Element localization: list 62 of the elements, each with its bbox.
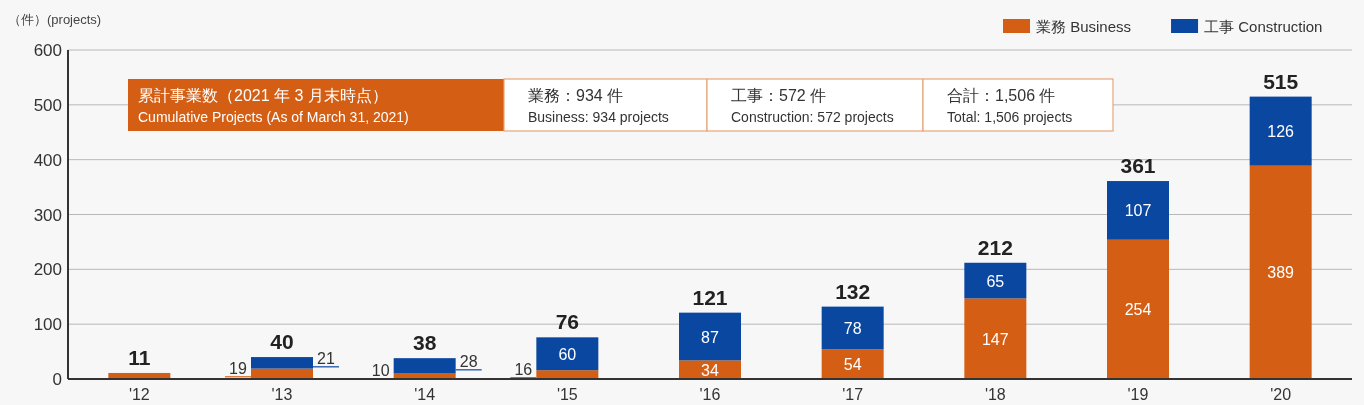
y-tick-label: 400 xyxy=(33,150,62,170)
x-tick-label: '13 xyxy=(271,386,293,403)
data-label: 389 xyxy=(1267,264,1295,282)
bar xyxy=(679,312,741,361)
y-tick-label: 0 xyxy=(52,370,62,389)
x-tick-label: '19 xyxy=(1127,386,1149,403)
x-tick-label: '17 xyxy=(842,386,864,403)
bar xyxy=(964,298,1027,379)
annotation: Business: 934 projects xyxy=(528,109,669,125)
x-tick-label: '15 xyxy=(556,386,578,403)
x-tick-label: '14 xyxy=(414,386,436,403)
data-label: 126 xyxy=(1267,123,1295,141)
annotation: Construction: 572 projects xyxy=(731,109,894,125)
data-label: 28 xyxy=(459,352,478,370)
data-label: 87 xyxy=(701,328,719,346)
bar xyxy=(821,306,884,350)
bar xyxy=(536,337,599,371)
annotation: 合計：1,506 件 xyxy=(947,87,1056,104)
bar xyxy=(964,262,1027,299)
total-label: 38 xyxy=(412,331,437,355)
total-label: 132 xyxy=(835,279,871,303)
bar xyxy=(1107,181,1169,240)
y-tick-label: 200 xyxy=(33,260,62,280)
legend-label: 工事 Construction xyxy=(1204,18,1323,35)
total-label: 40 xyxy=(270,330,294,354)
x-tick-label: '18 xyxy=(984,386,1006,403)
total-label: 11 xyxy=(128,345,151,369)
data-label: 19 xyxy=(229,359,247,377)
annotation: 累計事業数（2021 年 3 月末時点） xyxy=(138,87,388,104)
total-label: 361 xyxy=(1120,154,1156,178)
legend-label: 業務 Business xyxy=(1036,18,1132,35)
data-label: 16 xyxy=(514,360,533,378)
x-tick-label: '20 xyxy=(1270,386,1292,403)
data-label: 34 xyxy=(701,361,719,379)
annotation: Cumulative Projects (As of March 31, 2021) xyxy=(138,109,409,125)
data-label: 147 xyxy=(981,330,1009,348)
data-label: 54 xyxy=(843,356,862,374)
annotation: Total: 1,506 projects xyxy=(947,109,1073,125)
bar xyxy=(1249,165,1312,379)
annotation: 工事：572 件 xyxy=(731,87,827,104)
x-tick-label: '12 xyxy=(128,386,150,403)
annotation: 業務：934 件 xyxy=(528,87,624,104)
y-tick-label: 600 xyxy=(33,41,62,60)
bar xyxy=(1249,96,1312,166)
data-label: 21 xyxy=(317,349,335,367)
data-label: 60 xyxy=(558,345,577,363)
y-tick-label: 300 xyxy=(33,205,62,225)
x-tick-label: '16 xyxy=(699,386,721,403)
data-label: 65 xyxy=(986,272,1005,290)
y-tick-label: 100 xyxy=(33,315,62,335)
y-tick-label: 500 xyxy=(33,95,62,115)
data-label: 78 xyxy=(843,320,862,338)
bar xyxy=(1107,239,1169,379)
data-label: 107 xyxy=(1124,202,1152,220)
total-label: 76 xyxy=(555,310,580,334)
total-label: 515 xyxy=(1263,69,1299,93)
bar xyxy=(821,349,884,379)
data-label: 254 xyxy=(1124,301,1152,319)
data-label: 10 xyxy=(371,362,390,380)
total-label: 121 xyxy=(692,285,728,309)
y-axis-title: （件）(projects) xyxy=(8,12,102,27)
total-label: 212 xyxy=(977,235,1013,259)
